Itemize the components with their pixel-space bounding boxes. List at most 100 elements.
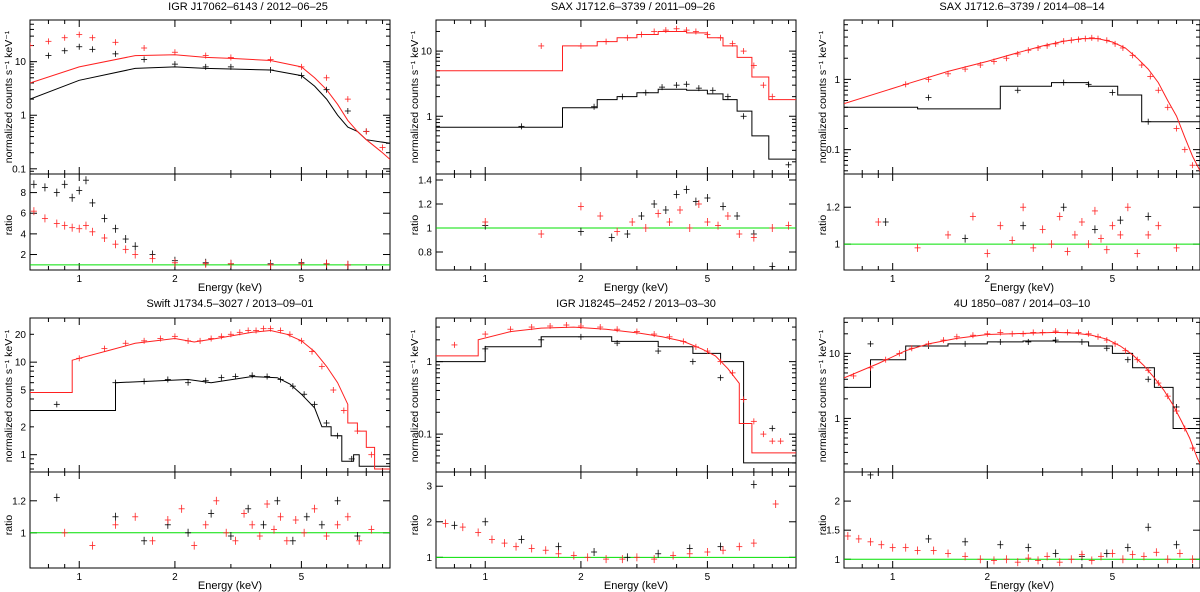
x-tick-label: 2 — [172, 572, 178, 583]
y-tick-label: 10 — [15, 358, 27, 369]
ratio-plot: 1 2 5 2 4 6 8 — [20, 173, 391, 285]
panel-title: IGR J17062–6143 / 2012–06–25 — [168, 1, 328, 13]
y-tick-label: 1 — [20, 111, 26, 122]
y-axis-label-bottom: ratio — [3, 215, 15, 236]
ratio-marks — [844, 472, 1200, 567]
x-tick-label: 1 — [482, 572, 488, 583]
y-tick-label: 1 — [834, 240, 840, 251]
x-tick-label: 2 — [172, 274, 178, 285]
plot-frame — [435, 471, 797, 569]
x-tick-label: 5 — [1110, 274, 1116, 285]
x-tick-label: 5 — [1110, 572, 1116, 583]
y-tick-label: 1.2 — [12, 496, 26, 507]
y-tick-label: 0.8 — [418, 248, 432, 259]
spectrum-plot: 0.1 1 10 — [12, 19, 391, 175]
panel-5: IGR J18245–2452 / 2013–03–30 normalized … — [409, 298, 797, 592]
y-tick-label: 1 — [20, 450, 26, 461]
x-axis-label: Energy (keV) — [604, 282, 668, 294]
model-line-red — [844, 38, 1200, 172]
model-line-black — [30, 375, 390, 467]
y-tick-label: 1 — [426, 112, 432, 123]
y-tick-label: 0.1 — [826, 145, 840, 156]
panel-3: SAX J1712.6–3739 / 2014–08–14 normalized… — [817, 1, 1200, 294]
ratio-plot: 1 2 5 1 2 3 — [426, 471, 797, 583]
y-tick-label: 2 — [426, 517, 432, 528]
y-tick-label: 1 — [834, 555, 840, 566]
x-axis-label: Energy (keV) — [990, 580, 1054, 592]
plot-frame — [843, 19, 1200, 175]
x-tick-label: 2 — [578, 274, 584, 285]
ratio-marks — [436, 480, 796, 564]
model-line-red — [30, 54, 390, 160]
x-tick-label: 2 — [985, 572, 991, 583]
y-axis-label-top: normalized counts s⁻¹ keV⁻¹ — [3, 30, 15, 163]
y-tick-label: 1 — [20, 528, 26, 539]
plot-frame — [435, 19, 797, 175]
model-line-red — [844, 331, 1200, 465]
model-line-black — [436, 88, 796, 160]
ratio-plot: 1 2 5 0.8 1 1.2 1.4 — [418, 173, 797, 285]
panel-title: Swift J1734.5–3027 / 2013–09–01 — [147, 298, 314, 310]
panel-title: IGR J18245–2452 / 2013–03–30 — [556, 298, 716, 310]
spectrum-marks — [844, 34, 1200, 172]
panel-title: SAX J1712.6–3739 / 2014–08–14 — [939, 1, 1104, 13]
plot-frame — [843, 173, 1200, 271]
spectrum-marks — [30, 31, 390, 160]
plot-frame — [843, 317, 1200, 473]
y-axis-label-bottom: ratio — [817, 515, 829, 536]
x-tick-label: 2 — [578, 572, 584, 583]
plot-frame — [435, 173, 797, 271]
x-tick-label: 5 — [705, 572, 711, 583]
spectrum-marks — [436, 25, 796, 168]
x-tick-label: 5 — [705, 274, 711, 285]
x-axis-label: Energy (keV) — [198, 282, 262, 294]
y-tick-label: 2 — [20, 250, 26, 261]
y-tick-label: 0.1 — [418, 430, 432, 441]
y-axis-label-bottom: ratio — [3, 515, 15, 536]
y-tick-label: 20 — [15, 330, 27, 341]
spectrum-plot: 1 10 — [421, 19, 797, 175]
model-line-red — [436, 31, 796, 101]
y-tick-label: 10 — [421, 47, 433, 58]
x-axis-label: Energy (keV) — [604, 580, 668, 592]
y-tick-label: 6 — [20, 209, 26, 220]
x-tick-label: 2 — [985, 274, 991, 285]
ratio-marks — [30, 493, 390, 550]
y-tick-label: 1 — [426, 224, 432, 235]
plot-frame — [29, 173, 391, 271]
y-axis-label-top: normalized counts s⁻¹ keV⁻¹ — [409, 30, 421, 163]
panel-6: 4U 1850–087 / 2014–03–10 normalized coun… — [817, 298, 1200, 592]
ratio-plot: 1 2 5 1 1.2 — [826, 173, 1200, 285]
model-line-black — [30, 66, 390, 144]
spectrum-marks — [844, 328, 1200, 465]
spectrum-plot: 0.11 — [826, 19, 1200, 175]
spectrum-plot: 1 10 — [829, 317, 1200, 473]
y-tick-label: 8 — [20, 188, 26, 199]
y-axis-label-bottom: ratio — [409, 215, 421, 236]
x-tick-label: 1 — [890, 274, 896, 285]
x-axis-label: Energy (keV) — [990, 282, 1054, 294]
y-tick-label: 10 — [15, 57, 27, 68]
ratio-plot: 1 2 5 1 1.2 — [12, 471, 391, 583]
y-tick-label: 1.2 — [826, 203, 840, 214]
y-axis-label-bottom: ratio — [817, 215, 829, 236]
y-tick-label: 1 — [426, 553, 432, 564]
spectrum-marks — [436, 322, 796, 464]
x-tick-label: 1 — [76, 572, 82, 583]
x-tick-label: 5 — [299, 274, 305, 285]
model-line-black — [844, 82, 1200, 123]
spectrum-plot: 1 2 5 10 20 — [15, 317, 391, 473]
y-tick-label: 10 — [829, 349, 841, 360]
y-tick-label: 1 — [426, 357, 432, 368]
plot-frame — [29, 317, 391, 473]
y-axis-label-bottom: ratio — [409, 515, 421, 536]
panel-title: 4U 1850–087 / 2014–03–10 — [954, 298, 1090, 310]
plot-frame — [843, 471, 1200, 569]
x-tick-label: 1 — [890, 572, 896, 583]
x-tick-label: 5 — [299, 572, 305, 583]
y-tick-label: 5 — [20, 386, 26, 397]
ratio-marks — [436, 185, 796, 270]
x-tick-label: 1 — [482, 274, 488, 285]
x-axis-label: Energy (keV) — [198, 580, 262, 592]
